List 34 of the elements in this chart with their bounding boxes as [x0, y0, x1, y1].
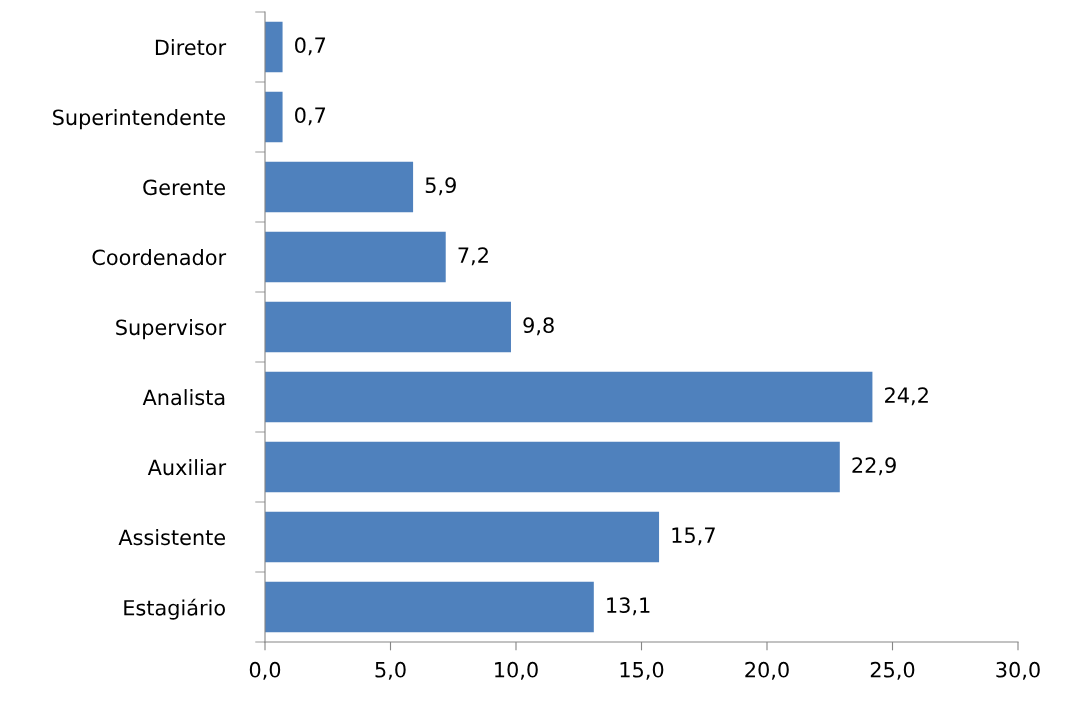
x-tick-label: 5,0: [375, 661, 406, 680]
bar: [265, 581, 594, 633]
x-tick-label: 10,0: [495, 661, 538, 680]
x-tick-label: 20,0: [745, 661, 789, 680]
y-tick-label: Assistente: [118, 529, 226, 546]
y-tick-label: Coordenador: [92, 249, 227, 266]
y-tick-label: Estagiário: [124, 598, 225, 620]
data-label: 22,9: [852, 457, 896, 476]
data-label: 24,2: [885, 387, 928, 406]
x-tick-label: 30,0: [996, 661, 1040, 680]
bar: [265, 91, 283, 143]
data-label: 5,9: [425, 177, 456, 196]
bar: [265, 161, 414, 213]
x-tick-label: 15,0: [620, 661, 664, 680]
data-label: 0,7: [295, 37, 326, 56]
y-tick-label: Supervisor: [116, 319, 227, 340]
y-tick-label: Analista: [142, 389, 225, 406]
bar: [265, 371, 873, 423]
y-tick-label: Diretor: [155, 39, 227, 56]
y-tick-label: Auxiliar: [147, 459, 227, 476]
data-label: 0,7: [295, 107, 326, 126]
data-label: 15,7: [672, 527, 715, 546]
data-label: 7,2: [458, 247, 488, 266]
bar: [265, 441, 840, 493]
bar: [265, 511, 660, 563]
x-tick-label: 25,0: [870, 661, 915, 680]
x-tick-label: 0,0: [249, 661, 281, 680]
data-label: 13,1: [607, 597, 650, 616]
y-tick-label: Gerente: [143, 179, 225, 196]
bar: [265, 301, 511, 353]
bar: [265, 231, 446, 283]
bar: [265, 21, 283, 73]
y-tick-label: Superintendente: [53, 109, 225, 130]
data-label: 9,8: [523, 317, 554, 336]
